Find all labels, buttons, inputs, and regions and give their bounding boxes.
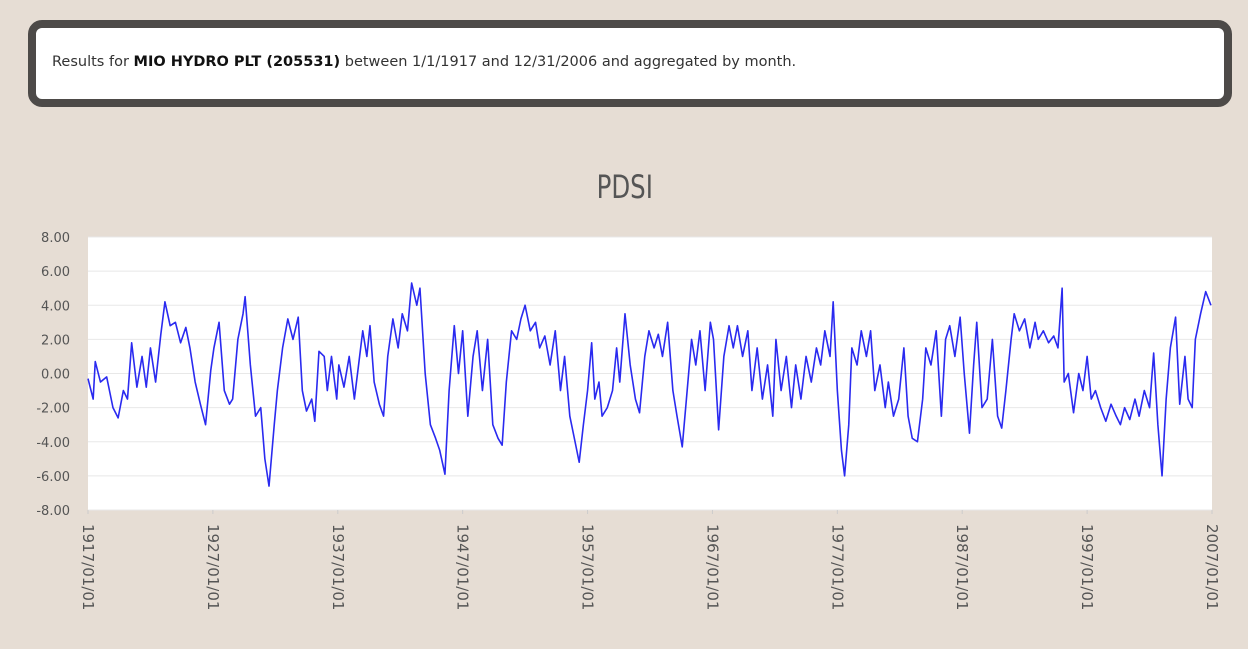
results-suffix: between 1/1/1917 and 12/31/2006 and aggr… xyxy=(340,54,797,70)
x-tick-label: 1987/01/01 xyxy=(953,524,971,610)
pdsi-line xyxy=(87,282,1212,487)
station-name: MIO HYDRO PLT (205531) xyxy=(133,54,341,70)
chart-title: PDSI xyxy=(597,169,653,207)
x-tick-label: 1937/01/01 xyxy=(329,524,347,610)
y-tick-label: 6.00 xyxy=(41,265,70,280)
y-tick-label: 0.00 xyxy=(41,368,70,383)
y-tick-label: -8.00 xyxy=(36,504,70,519)
results-box: Results for MIO HYDRO PLT (205531) betwe… xyxy=(28,20,1232,107)
y-tick-label: -6.00 xyxy=(36,470,70,485)
x-tick-label: 1967/01/01 xyxy=(703,524,721,610)
y-tick-label: 4.00 xyxy=(41,299,70,314)
y-tick-label: -4.00 xyxy=(36,436,70,451)
y-tick-label: -2.00 xyxy=(36,402,70,417)
x-tick-label: 1977/01/01 xyxy=(828,524,846,610)
x-tick-label: 1917/01/01 xyxy=(79,524,97,610)
x-tick-label: 1927/01/01 xyxy=(204,524,222,610)
results-text: Results for MIO HYDRO PLT (205531) betwe… xyxy=(52,54,796,70)
y-tick-label: 8.00 xyxy=(41,231,70,246)
results-prefix: Results for xyxy=(52,54,134,70)
x-tick-label: 1947/01/01 xyxy=(454,524,472,610)
y-tick-label: 2.00 xyxy=(41,333,70,348)
x-tick-label: 1957/01/01 xyxy=(579,524,597,610)
x-tick-label: 2007/01/01 xyxy=(1203,524,1221,610)
x-tick-label: 1997/01/01 xyxy=(1078,524,1096,610)
